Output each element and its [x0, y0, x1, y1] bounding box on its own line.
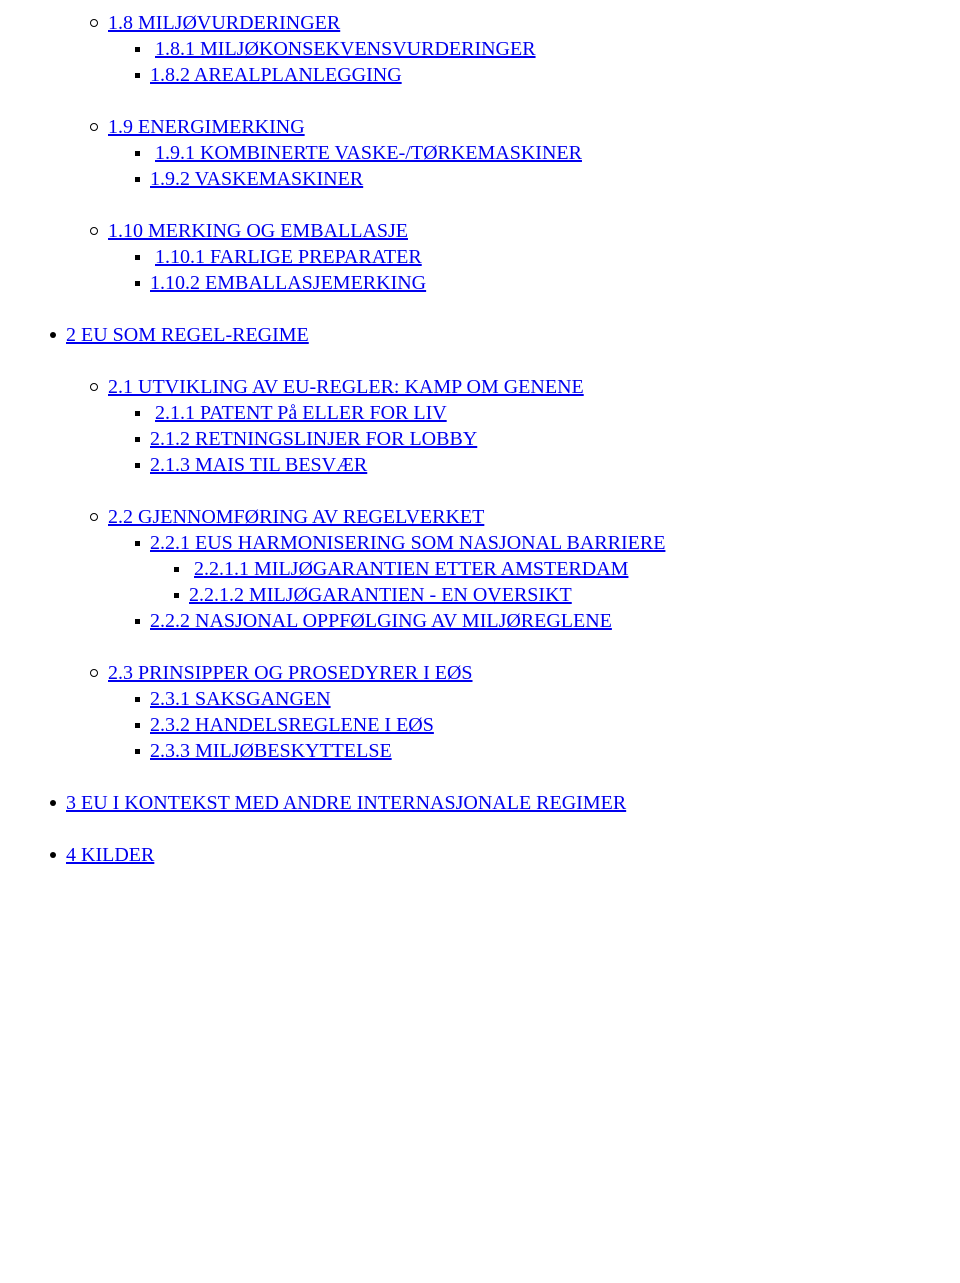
toc-link-2-1[interactable]: 2.1 UTVIKLING AV EU-REGLER: KAMP OM GENE…	[108, 376, 584, 398]
toc-level-2: 1.8 MILJØVURDERINGER	[90, 10, 952, 36]
toc-level-4: 2.2.1.1 MILJØGARANTIEN ETTER AMSTERDAM 2…	[174, 556, 952, 608]
toc-item: 2.2.1.2 MILJØGARANTIEN - EN OVERSIKT	[174, 582, 952, 608]
toc-level-3: 2.1.1 PATENT På ELLER FOR LIV 2.1.2 RETN…	[135, 400, 952, 478]
toc-link-2-2-1-1[interactable]: 2.2.1.1 MILJØGARANTIEN ETTER AMSTERDAM	[194, 558, 628, 580]
toc-link-1-8-1[interactable]: 1.8.1 MILJØKONSEKVENSVURDERINGER	[155, 38, 536, 60]
toc-item: 2.1 UTVIKLING AV EU-REGLER: KAMP OM GENE…	[90, 374, 952, 400]
toc-level-3: 2.2.2 NASJONAL OPPFØLGING AV MILJØREGLEN…	[135, 608, 952, 634]
toc-item: 1.10.2 EMBALLASJEMERKING	[135, 270, 952, 296]
toc-link-2-2-1[interactable]: 2.2.1 EUS HARMONISERING SOM NASJONAL BAR…	[150, 532, 665, 554]
toc-link-2-3-1[interactable]: 2.3.1 SAKSGANGEN	[150, 688, 331, 710]
toc-link-2-1-3[interactable]: 2.1.3 MAIS TIL BESVÆR	[150, 454, 367, 476]
toc-link-2-2-2[interactable]: 2.2.2 NASJONAL OPPFØLGING AV MILJØREGLEN…	[150, 610, 612, 632]
toc-level-2: 2.1 UTVIKLING AV EU-REGLER: KAMP OM GENE…	[90, 374, 952, 400]
toc-level-2: 1.10 MERKING OG EMBALLASJE	[90, 218, 952, 244]
toc-link-1-10-2[interactable]: 1.10.2 EMBALLASJEMERKING	[150, 272, 426, 294]
toc-link-1-10-1[interactable]: 1.10.1 FARLIGE PREPARATER	[155, 246, 422, 268]
toc-link-2-1-2[interactable]: 2.1.2 RETNINGSLINJER FOR LOBBY	[150, 428, 477, 450]
toc-level-3: 1.8.1 MILJØKONSEKVENSVURDERINGER 1.8.2 A…	[135, 36, 952, 88]
toc-item: 3 EU I KONTEKST MED ANDRE INTERNASJONALE…	[50, 790, 952, 816]
toc-container: 1.8 MILJØVURDERINGER 1.8.1 MILJØKONSEKVE…	[8, 10, 952, 868]
toc-link-4[interactable]: 4 KILDER	[66, 844, 154, 866]
toc-item: 1.8 MILJØVURDERINGER	[90, 10, 952, 36]
toc-item: 1.10 MERKING OG EMBALLASJE	[90, 218, 952, 244]
toc-link-2-1-1[interactable]: 2.1.1 PATENT På ELLER FOR LIV	[155, 402, 447, 424]
toc-item: 2.1.3 MAIS TIL BESVÆR	[135, 452, 952, 478]
toc-level-1: 3 EU I KONTEKST MED ANDRE INTERNASJONALE…	[50, 790, 952, 816]
toc-level-3: 2.3.1 SAKSGANGEN 2.3.2 HANDELSREGLENE I …	[135, 686, 952, 764]
toc-link-1-8[interactable]: 1.8 MILJØVURDERINGER	[108, 12, 340, 34]
toc-link-2-2-1-2[interactable]: 2.2.1.2 MILJØGARANTIEN - EN OVERSIKT	[189, 584, 572, 606]
toc-item: 1.10.1 FARLIGE PREPARATER	[135, 244, 952, 270]
toc-item: 1.9.1 KOMBINERTE VASKE-/TØRKEMASKINER	[135, 140, 952, 166]
toc-link-1-9[interactable]: 1.9 ENERGIMERKING	[108, 116, 305, 138]
toc-item: 2.3.1 SAKSGANGEN	[135, 686, 952, 712]
toc-level-3: 2.2.1 EUS HARMONISERING SOM NASJONAL BAR…	[135, 530, 952, 556]
toc-link-3[interactable]: 3 EU I KONTEKST MED ANDRE INTERNASJONALE…	[66, 792, 626, 814]
toc-level-2: 1.9 ENERGIMERKING	[90, 114, 952, 140]
toc-item: 1.8.2 AREALPLANLEGGING	[135, 62, 952, 88]
toc-link-1-8-2[interactable]: 1.8.2 AREALPLANLEGGING	[150, 64, 402, 86]
toc-item: 2.3.3 MILJØBESKYTTELSE	[135, 738, 952, 764]
toc-item: 1.9 ENERGIMERKING	[90, 114, 952, 140]
toc-link-2-3[interactable]: 2.3 PRINSIPPER OG PROSEDYRER I EØS	[108, 662, 473, 684]
toc-link-1-9-1[interactable]: 1.9.1 KOMBINERTE VASKE-/TØRKEMASKINER	[155, 142, 582, 164]
toc-item: 2.2.1 EUS HARMONISERING SOM NASJONAL BAR…	[135, 530, 952, 556]
toc-level-3: 1.10.1 FARLIGE PREPARATER 1.10.2 EMBALLA…	[135, 244, 952, 296]
toc-level-2: 2.2 GJENNOMFØRING AV REGELVERKET	[90, 504, 952, 530]
toc-level-1: 4 KILDER	[50, 842, 952, 868]
toc-link-2-3-3[interactable]: 2.3.3 MILJØBESKYTTELSE	[150, 740, 392, 762]
toc-item: 4 KILDER	[50, 842, 952, 868]
toc-level-3: 1.9.1 KOMBINERTE VASKE-/TØRKEMASKINER 1.…	[135, 140, 952, 192]
toc-item: 2.2.2 NASJONAL OPPFØLGING AV MILJØREGLEN…	[135, 608, 952, 634]
toc-item: 2.2 GJENNOMFØRING AV REGELVERKET	[90, 504, 952, 530]
toc-item: 1.8.1 MILJØKONSEKVENSVURDERINGER	[135, 36, 952, 62]
toc-item: 1.9.2 VASKEMASKINER	[135, 166, 952, 192]
toc-item: 2.2.1.1 MILJØGARANTIEN ETTER AMSTERDAM	[174, 556, 952, 582]
toc-item: 2.1.2 RETNINGSLINJER FOR LOBBY	[135, 426, 952, 452]
toc-link-2[interactable]: 2 EU SOM REGEL-REGIME	[66, 324, 309, 346]
toc-level-1: 2 EU SOM REGEL-REGIME	[50, 322, 952, 348]
toc-item: 2.1.1 PATENT På ELLER FOR LIV	[135, 400, 952, 426]
toc-link-1-9-2[interactable]: 1.9.2 VASKEMASKINER	[150, 168, 363, 190]
toc-link-2-2[interactable]: 2.2 GJENNOMFØRING AV REGELVERKET	[108, 506, 484, 528]
toc-item: 2.3.2 HANDELSREGLENE I EØS	[135, 712, 952, 738]
toc-link-1-10[interactable]: 1.10 MERKING OG EMBALLASJE	[108, 220, 408, 242]
toc-level-2: 2.3 PRINSIPPER OG PROSEDYRER I EØS	[90, 660, 952, 686]
toc-link-2-3-2[interactable]: 2.3.2 HANDELSREGLENE I EØS	[150, 714, 434, 736]
toc-item: 2 EU SOM REGEL-REGIME	[50, 322, 952, 348]
toc-item: 2.3 PRINSIPPER OG PROSEDYRER I EØS	[90, 660, 952, 686]
